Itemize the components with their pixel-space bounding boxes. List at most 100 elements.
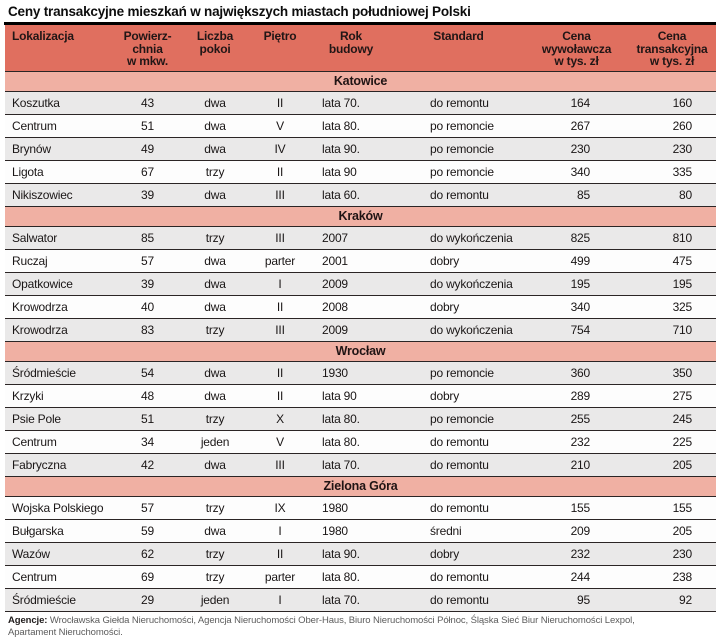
cell: Ruczaj <box>12 254 48 268</box>
cell: do wykończenia <box>430 231 513 245</box>
cell: II <box>276 366 284 380</box>
table-row: Krzyki 48 dwa II lata 90 dobry 289 275 <box>5 384 716 407</box>
cell: 39 <box>141 188 154 202</box>
cell: 164 <box>570 96 591 110</box>
cell: trzy <box>205 165 225 179</box>
cell: do remontu <box>430 501 489 515</box>
cell: 275 <box>672 389 693 403</box>
page-title: Ceny transakcyjne mieszkań w największyc… <box>8 4 471 19</box>
cell: 62 <box>141 547 154 561</box>
footer-note: Agencje: Wrocławska Giełda Nieruchomości… <box>0 612 720 638</box>
cell: 230 <box>672 142 693 156</box>
cell: dobry <box>430 547 460 561</box>
cell: po remoncie <box>430 119 494 133</box>
cell: lata 80. <box>322 435 360 449</box>
cell: 29 <box>141 593 154 607</box>
cell: lata 80. <box>322 119 360 133</box>
table-row: Nikiszowiec 39 dwa III lata 60. do remontu 85 8… <box>5 183 716 206</box>
cell: 205 <box>672 524 693 538</box>
cell: do remontu <box>430 458 489 472</box>
cell: II <box>276 389 284 403</box>
cell: do remontu <box>430 96 489 110</box>
cell: do wykończenia <box>430 323 513 337</box>
cell: 267 <box>570 119 591 133</box>
cell: 350 <box>672 366 693 380</box>
cell: 255 <box>570 412 591 426</box>
cell: trzy <box>205 570 225 584</box>
title-rule <box>4 22 716 25</box>
cell: 210 <box>570 458 591 472</box>
cell: 49 <box>141 142 154 156</box>
cell: trzy <box>205 547 225 561</box>
cell: parter <box>264 570 296 584</box>
cell: 335 <box>672 165 693 179</box>
cell: I <box>278 524 282 538</box>
cell: I <box>278 277 282 291</box>
cell: 260 <box>672 119 693 133</box>
cell: Śródmieście <box>12 593 76 607</box>
cell: II <box>276 165 284 179</box>
cell: 225 <box>672 435 693 449</box>
cell: Psie Pole <box>12 412 61 426</box>
table-row: Krowodrza 40 dwa II 2008 dobry 340 325 <box>5 295 716 318</box>
cell: Brynów <box>12 142 51 156</box>
cell: dwa <box>204 96 226 110</box>
cell: 51 <box>141 119 154 133</box>
table-row: Krowodrza 83 trzy III 2009 do wykończenia 754 7… <box>5 318 716 341</box>
cell: 85 <box>141 231 154 245</box>
cell: 95 <box>577 593 590 607</box>
cell: lata 90. <box>322 142 360 156</box>
cell: III <box>275 231 285 245</box>
cell: 42 <box>141 458 154 472</box>
cell: X <box>276 412 284 426</box>
footer-label: Agencje: <box>8 615 48 626</box>
cell: jeden <box>200 435 230 449</box>
cell: dwa <box>204 254 226 268</box>
cell: lata 80. <box>322 412 360 426</box>
cell: 360 <box>570 366 591 380</box>
cell: 67 <box>141 165 154 179</box>
cell: III <box>275 323 285 337</box>
cell: dwa <box>204 188 226 202</box>
cell: lata 90. <box>322 547 360 561</box>
cell: I <box>278 593 282 607</box>
cell: 754 <box>570 323 591 337</box>
column-header: Liczba pokoi <box>196 29 234 56</box>
cell: 54 <box>141 366 154 380</box>
cell: 2009 <box>322 323 348 337</box>
cell: 499 <box>570 254 591 268</box>
table-row: Brynów 49 dwa IV lata 90. po remoncie 230 230 <box>5 137 716 160</box>
cell: dobry <box>430 389 460 403</box>
cell: 475 <box>672 254 693 268</box>
cell: do remontu <box>430 435 489 449</box>
cell: 85 <box>577 188 590 202</box>
cell: 195 <box>672 277 693 291</box>
cell: do remontu <box>430 570 489 584</box>
cell: 2007 <box>322 231 348 245</box>
cell: 810 <box>672 231 693 245</box>
cell: 48 <box>141 389 154 403</box>
cell: 1930 <box>322 366 348 380</box>
cell: 80 <box>679 188 692 202</box>
cell: 2009 <box>322 277 348 291</box>
cell: 244 <box>570 570 591 584</box>
cell: V <box>276 435 284 449</box>
table-row: Opatkowice 39 dwa I 2009 do wykończenia 195 195 <box>5 272 716 295</box>
cell: 245 <box>672 412 693 426</box>
cell: dobry <box>430 300 460 314</box>
table-row: Fabryczna 42 dwa III lata 70. do remontu 210 20… <box>5 453 716 476</box>
table-row: Ligota 67 trzy II lata 90 po remoncie 340 335 <box>5 160 716 183</box>
cell: Krowodrza <box>12 323 68 337</box>
cell: 232 <box>570 435 591 449</box>
cell: 1980 <box>322 501 348 515</box>
cell: Bułgarska <box>12 524 64 538</box>
cell: 1980 <box>322 524 348 538</box>
column-header: Piętro <box>263 29 297 43</box>
cell: dwa <box>204 366 226 380</box>
cell: 39 <box>141 277 154 291</box>
column-header: Lokalizacja <box>12 29 74 43</box>
column-header: Powierz- chnia w mkw. <box>123 29 172 68</box>
cell: 160 <box>672 96 693 110</box>
